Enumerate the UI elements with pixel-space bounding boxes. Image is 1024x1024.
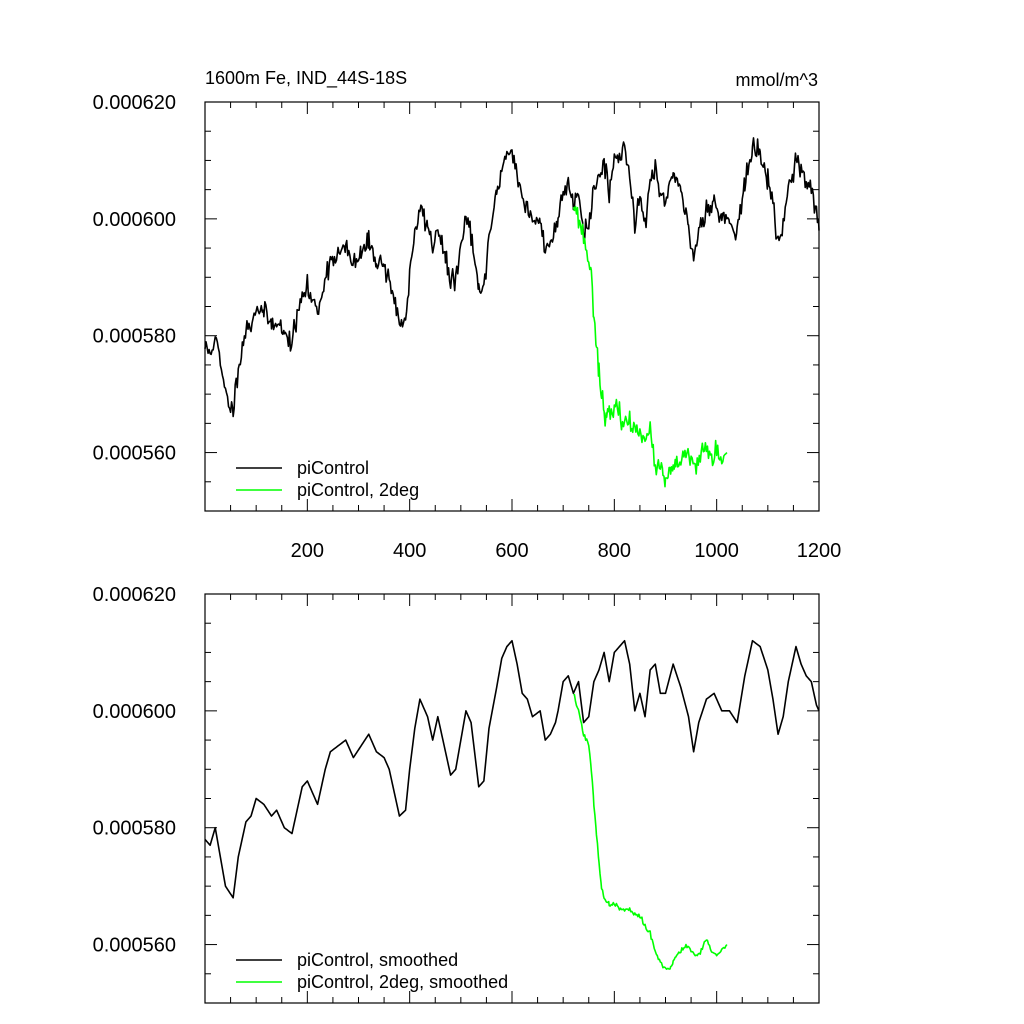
bottom-panel: 0.000560 0.000580 0.000600 0.000620 piContr… — [93, 584, 820, 1004]
x-tick-label: 1200 — [797, 540, 842, 562]
legend: piControl piControl, 2deg — [236, 458, 419, 500]
tick-marks — [204, 101, 820, 512]
plot-frame-smoothed — [204, 593, 820, 1004]
legend-label-2deg: piControl, 2deg — [297, 480, 419, 500]
series-line-picontrol — [204, 137, 820, 418]
y-tick-label: 0.000580 — [93, 818, 176, 840]
series-line-picontrol — [204, 639, 820, 899]
top-panel: 1600m Fe, IND_44S-18S mmol/m^3 200 400 600… — [93, 68, 842, 562]
x-tick-label: 200 — [291, 540, 324, 562]
x-tick-label: 400 — [393, 540, 426, 562]
x-tick-label: 1000 — [694, 540, 739, 562]
y-tick-label: 0.000620 — [93, 584, 176, 606]
chart-title: 1600m Fe, IND_44S-18S — [205, 68, 407, 89]
y-tick-label: 0.000560 — [93, 935, 176, 957]
y-tick-labels-smoothed: 0.000560 0.000580 0.000600 0.000620 — [93, 584, 176, 957]
y-tick-label: 0.000560 — [93, 443, 176, 465]
x-tick-labels: 200 400 600 800 1000 1200 — [291, 540, 842, 562]
y-tick-label: 0.000620 — [93, 92, 176, 114]
legend-label-2deg-smoothed: piControl, 2deg, smoothed — [297, 972, 508, 992]
series-lines-smoothed — [204, 639, 820, 970]
legend-label-picontrol-smoothed: piControl, smoothed — [297, 950, 458, 970]
legend-smoothed: piControl, smoothed piControl, 2deg, smo… — [236, 950, 508, 992]
series-line-picontrol-2deg — [572, 205, 728, 488]
y-tick-labels: 0.000560 0.000580 0.000600 0.000620 — [93, 92, 176, 465]
tick-marks-smoothed — [204, 593, 820, 1004]
y-tick-label: 0.000600 — [93, 701, 176, 723]
y-tick-label: 0.000600 — [93, 209, 176, 231]
series-line-picontrol-2deg — [573, 693, 728, 970]
legend-label-picontrol: piControl — [297, 458, 369, 478]
plot-frame — [204, 101, 820, 512]
series-lines — [204, 137, 820, 488]
x-tick-label: 600 — [495, 540, 528, 562]
x-tick-label: 800 — [598, 540, 631, 562]
y-tick-label: 0.000580 — [93, 326, 176, 348]
units-label: mmol/m^3 — [736, 70, 818, 90]
